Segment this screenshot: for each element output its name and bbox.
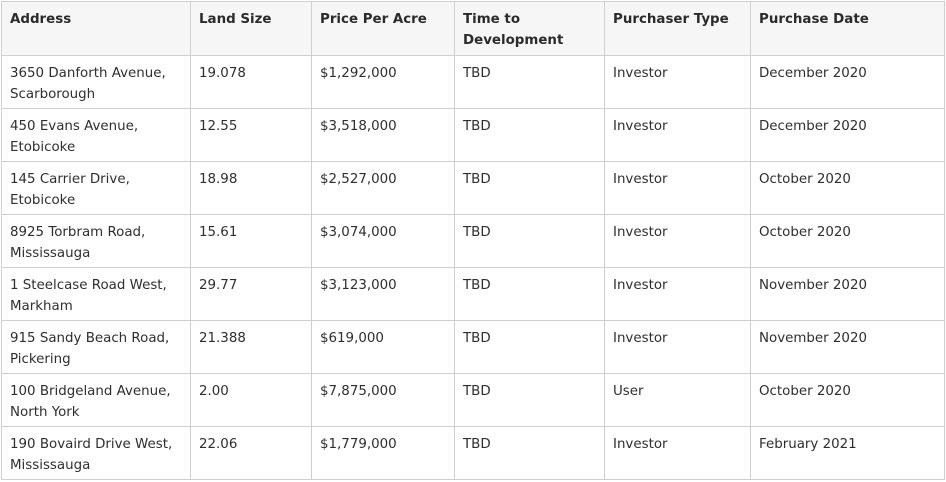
cell-purchase-date: December 2020 <box>750 108 945 162</box>
table-row: 1 Steelcase Road West, Markham 29.77 $3,… <box>1 267 945 321</box>
cell-time-to-development: TBD <box>454 214 605 268</box>
cell-land-size: 12.55 <box>190 108 312 162</box>
header-land-size: Land Size <box>190 1 312 56</box>
table-row: 3650 Danforth Avenue, Scarborough 19.078… <box>1 55 945 109</box>
cell-price-per-acre: $3,518,000 <box>311 108 455 162</box>
cell-purchaser-type: Investor <box>604 161 751 215</box>
table-row: 8925 Torbram Road, Mississauga 15.61 $3,… <box>1 214 945 268</box>
cell-price-per-acre: $3,074,000 <box>311 214 455 268</box>
table-row: 915 Sandy Beach Road, Pickering 21.388 $… <box>1 320 945 374</box>
cell-time-to-development: TBD <box>454 373 605 427</box>
cell-land-size: 2.00 <box>190 373 312 427</box>
cell-address: 1 Steelcase Road West, Markham <box>1 267 191 321</box>
cell-land-size: 21.388 <box>190 320 312 374</box>
cell-price-per-acre: $1,292,000 <box>311 55 455 109</box>
table-row: 145 Carrier Drive, Etobicoke 18.98 $2,52… <box>1 161 945 215</box>
cell-price-per-acre: $3,123,000 <box>311 267 455 321</box>
cell-address: 8925 Torbram Road, Mississauga <box>1 214 191 268</box>
cell-land-size: 18.98 <box>190 161 312 215</box>
cell-purchase-date: November 2020 <box>750 267 945 321</box>
cell-purchase-date: November 2020 <box>750 320 945 374</box>
cell-address: 145 Carrier Drive, Etobicoke <box>1 161 191 215</box>
cell-purchase-date: October 2020 <box>750 214 945 268</box>
header-purchaser-type: Purchaser Type <box>604 1 751 56</box>
cell-land-size: 22.06 <box>190 426 312 480</box>
cell-price-per-acre: $7,875,000 <box>311 373 455 427</box>
cell-purchaser-type: Investor <box>604 55 751 109</box>
table-header-row: Address Land Size Price Per Acre Time to… <box>1 1 945 56</box>
header-purchase-date: Purchase Date <box>750 1 945 56</box>
header-price-per-acre: Price Per Acre <box>311 1 455 56</box>
cell-price-per-acre: $2,527,000 <box>311 161 455 215</box>
cell-purchaser-type: Investor <box>604 267 751 321</box>
cell-purchaser-type: Investor <box>604 426 751 480</box>
cell-time-to-development: TBD <box>454 426 605 480</box>
table-row: 100 Bridgeland Avenue, North York 2.00 $… <box>1 373 945 427</box>
cell-time-to-development: TBD <box>454 55 605 109</box>
cell-time-to-development: TBD <box>454 320 605 374</box>
header-time-to-development: Time to Development <box>454 1 605 56</box>
cell-address: 3650 Danforth Avenue, Scarborough <box>1 55 191 109</box>
cell-address: 100 Bridgeland Avenue, North York <box>1 373 191 427</box>
cell-purchaser-type: User <box>604 373 751 427</box>
table-row: 450 Evans Avenue, Etobicoke 12.55 $3,518… <box>1 108 945 162</box>
cell-time-to-development: TBD <box>454 108 605 162</box>
header-address: Address <box>1 1 191 56</box>
cell-time-to-development: TBD <box>454 267 605 321</box>
cell-purchaser-type: Investor <box>604 320 751 374</box>
cell-purchaser-type: Investor <box>604 108 751 162</box>
cell-address: 915 Sandy Beach Road, Pickering <box>1 320 191 374</box>
cell-address: 190 Bovaird Drive West, Mississauga <box>1 426 191 480</box>
cell-purchase-date: October 2020 <box>750 161 945 215</box>
cell-price-per-acre: $619,000 <box>311 320 455 374</box>
cell-address: 450 Evans Avenue, Etobicoke <box>1 108 191 162</box>
cell-price-per-acre: $1,779,000 <box>311 426 455 480</box>
table-row: 190 Bovaird Drive West, Mississauga 22.0… <box>1 426 945 480</box>
cell-time-to-development: TBD <box>454 161 605 215</box>
cell-land-size: 29.77 <box>190 267 312 321</box>
cell-purchaser-type: Investor <box>604 214 751 268</box>
cell-land-size: 19.078 <box>190 55 312 109</box>
cell-purchase-date: October 2020 <box>750 373 945 427</box>
cell-land-size: 15.61 <box>190 214 312 268</box>
cell-purchase-date: December 2020 <box>750 55 945 109</box>
cell-purchase-date: February 2021 <box>750 426 945 480</box>
